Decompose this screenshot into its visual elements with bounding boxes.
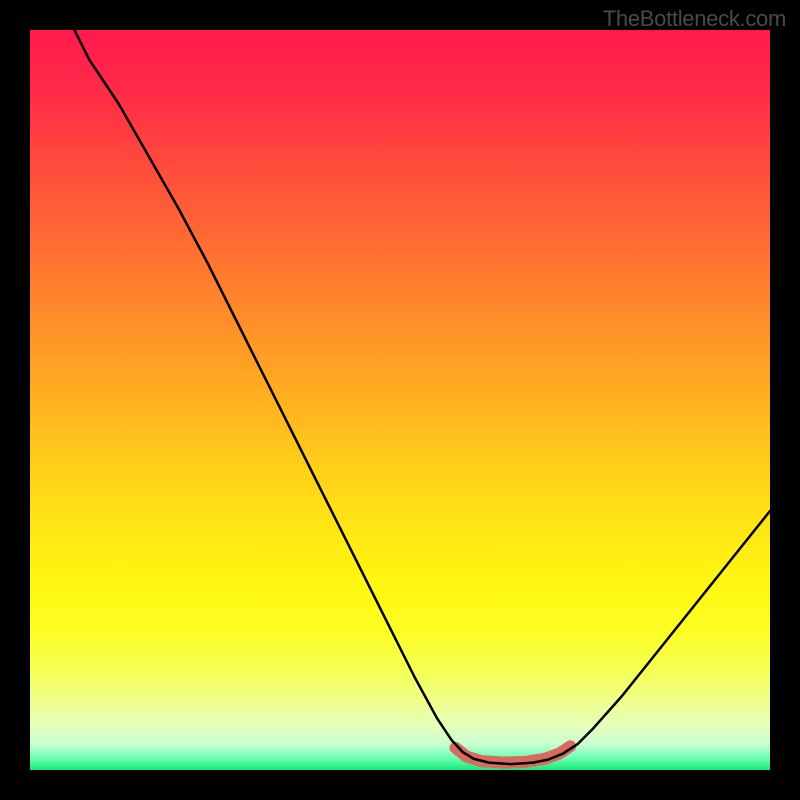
highlight-segment: [456, 746, 571, 762]
bottleneck-curve: [74, 30, 770, 764]
chart-plot-area: [30, 30, 770, 770]
watermark-text: TheBottleneck.com: [603, 6, 786, 32]
curve-svg-layer: [30, 30, 770, 770]
